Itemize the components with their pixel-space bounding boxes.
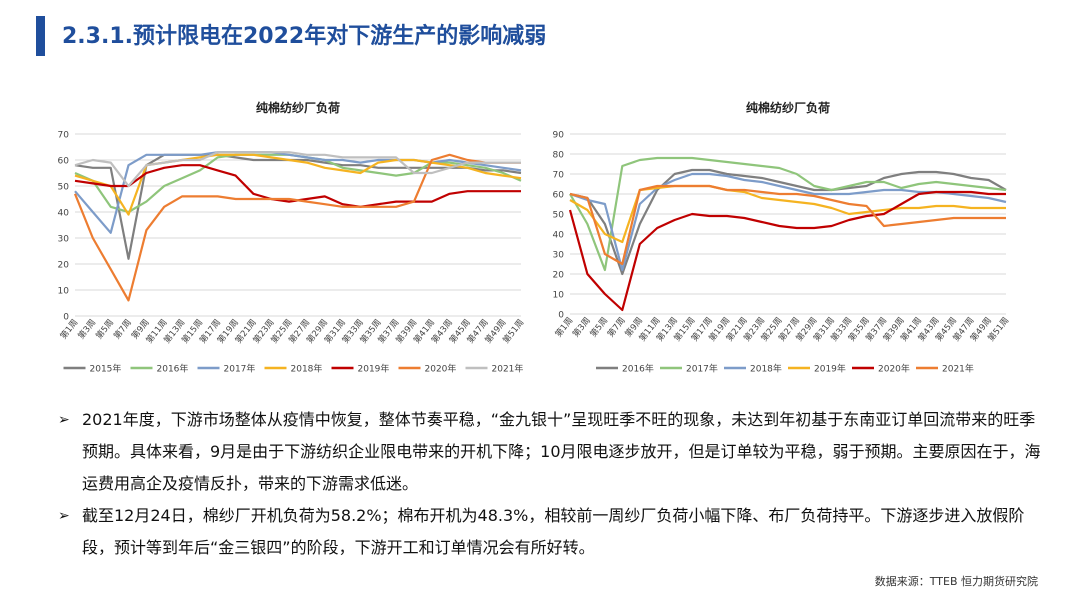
y-tick-label: 70 (58, 131, 70, 141)
y-tick-label: 0 (558, 311, 564, 321)
bullet-list: ➢ 2021年度，下游市场整体从疫情中恢复，整体节奏平稳，“金九银十”呈现旺季不… (58, 404, 1043, 564)
series-line-2021年 (569, 184, 1006, 266)
chart-title: 纯棉纺纱厂负荷 (746, 100, 830, 115)
legend-label: 2021年 (492, 363, 524, 375)
page-title: 2.3.1.预计限电在2022年对下游生产的影响减弱 (62, 24, 547, 49)
y-tick-label: 40 (553, 231, 565, 241)
legend-label: 2020年 (425, 363, 457, 375)
legend-label: 2017年 (686, 363, 718, 375)
legend-label: 2020年 (878, 363, 910, 375)
series-line-2020年 (73, 153, 521, 302)
y-tick-label: 0 (63, 313, 69, 323)
legend-label: 2015年 (90, 363, 122, 375)
y-tick-label: 60 (58, 157, 70, 167)
x-tick-label: 第1周 (553, 315, 575, 339)
title-accent-bar (36, 16, 45, 56)
y-tick-label: 80 (553, 151, 565, 161)
arrow-bullet-icon: ➢ (58, 412, 70, 428)
chart-left: 纯棉纺纱厂负荷 0 10 20 30 40 50 60 70 第1周 第3周 第5周 第7周 第9周 第11… (35, 92, 535, 382)
y-tick-label: 20 (553, 271, 565, 281)
y-tick-label: 10 (58, 287, 70, 297)
series-line-2021年 (74, 151, 521, 188)
legend-label: 2018年 (291, 363, 323, 375)
legend-label: 2016年 (622, 363, 654, 375)
x-tick-label: 第5周 (94, 317, 116, 341)
series-line-2017年 (74, 151, 522, 234)
chart-right-svg: 纯棉纺纱厂负荷0102030405060708090第1周第3周第5周第7周第9… (553, 100, 1012, 375)
x-tick-label: 第7周 (605, 315, 627, 339)
x-tick-label: 第3周 (570, 315, 592, 339)
y-tick-label: 30 (58, 235, 70, 245)
legend-label: 2019年 (358, 363, 390, 375)
series-line-2016年 (569, 168, 1007, 276)
y-tick-label: 60 (553, 191, 565, 201)
bullet-text-2: 截至12月24日，棉纱厂开机负荷为58.2%；棉布开机为48.3%，相较前一周纱… (82, 506, 1025, 557)
bullet-item-1: ➢ 2021年度，下游市场整体从疫情中恢复，整体节奏平稳，“金九银十”呈现旺季不… (58, 404, 1043, 500)
x-tick-label: 第7周 (111, 317, 133, 341)
chart-title: 纯棉纺纱厂负荷 (256, 100, 340, 115)
legend-label: 2019年 (814, 363, 846, 375)
legend-label: 2017年 (224, 363, 256, 375)
y-tick-label: 70 (553, 171, 565, 181)
legend-label: 2018年 (750, 363, 782, 375)
y-tick-label: 20 (58, 261, 70, 271)
legend-label: 2016年 (157, 363, 189, 375)
x-tick-label: 第5周 (588, 315, 610, 339)
y-tick-label: 30 (553, 251, 565, 261)
arrow-bullet-icon: ➢ (58, 508, 70, 524)
y-tick-label: 10 (553, 291, 565, 301)
chart-right: 纯棉纺纱厂负荷 0 10 20 30 40 50 60 70 80 90 第1周 第3周 第5周 第7周 第9… (530, 92, 1040, 382)
data-source: 数据来源：TTEB 恒力期货研究院 (874, 575, 1038, 588)
series-line-2018年 (569, 172, 1007, 272)
chart-left-svg: 纯棉纺纱厂负荷010203040506070第1周第3周第5周第7周第9周第11… (58, 100, 527, 375)
y-tick-label: 50 (58, 183, 70, 193)
series-line-2020年 (568, 190, 1006, 312)
bullet-item-2: ➢ 截至12月24日，棉纱厂开机负荷为58.2%；棉布开机为48.3%，相较前一… (58, 500, 1043, 564)
legend-label: 2021年 (942, 363, 974, 375)
x-tick-label: 第3周 (76, 317, 98, 341)
x-tick-label: 第1周 (58, 317, 80, 341)
series-line-2017年 (569, 156, 1007, 272)
y-tick-label: 50 (553, 211, 565, 221)
y-tick-label: 40 (58, 209, 70, 219)
bullet-text-1: 2021年度，下游市场整体从疫情中恢复，整体节奏平稳，“金九银十”呈现旺季不旺的… (82, 410, 1041, 493)
y-tick-label: 90 (553, 131, 565, 141)
